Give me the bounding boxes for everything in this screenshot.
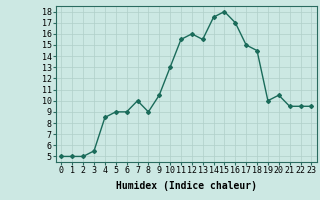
X-axis label: Humidex (Indice chaleur): Humidex (Indice chaleur)	[116, 181, 257, 191]
